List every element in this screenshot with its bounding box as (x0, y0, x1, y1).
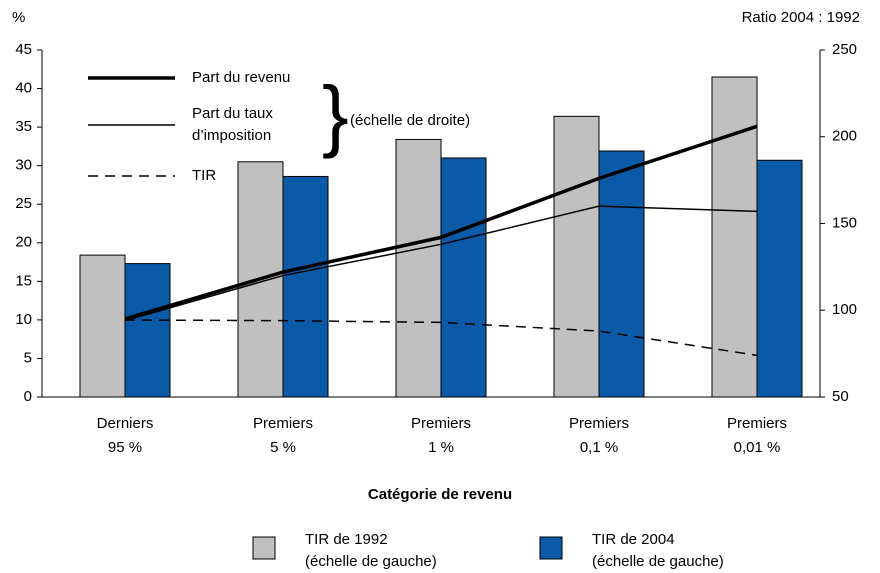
y2-tick-label: 250 (832, 41, 857, 58)
y-tick-label: 15 (15, 272, 32, 289)
bar (79, 254, 126, 398)
y-tick-label: 10 (15, 311, 32, 328)
line-series (124, 205, 758, 322)
brace: } (322, 70, 349, 159)
y-tick-label: 5 (24, 349, 32, 366)
y2-axis-label: Ratio 2004 : 1992 (742, 9, 860, 26)
bar (282, 175, 329, 398)
x-tick-label: 1 % (428, 439, 454, 456)
legend-swatch (539, 536, 563, 560)
bar (124, 263, 171, 398)
line-series (124, 124, 758, 321)
annotation: (échelle de droite) (350, 112, 470, 129)
y-tick-label: 45 (15, 41, 32, 58)
x-tick-label: 95 % (108, 439, 142, 456)
legend-label: TIR de 2004 (592, 531, 675, 548)
y2-tick-label: 50 (832, 388, 849, 405)
x-tick-label: 5 % (270, 439, 296, 456)
bar (440, 157, 487, 398)
legend-swatch (252, 536, 276, 560)
x-tick-label: Premiers (253, 415, 313, 432)
line-series (124, 319, 758, 357)
y2-tick-label: 150 (832, 214, 857, 231)
legend-label: (échelle de gauche) (305, 553, 437, 570)
legend-label: Part du taux (192, 105, 273, 122)
legend-label: TIR de 1992 (305, 531, 388, 548)
legend-label: TIR (192, 167, 216, 184)
bar (756, 159, 803, 398)
y-tick-label: 25 (15, 195, 32, 212)
y2-tick-label: 200 (832, 128, 857, 145)
y-tick-label: 35 (15, 118, 32, 135)
bar (598, 150, 645, 398)
legend-label: d’imposition (192, 127, 271, 144)
x-tick-label: 0,01 % (734, 439, 781, 456)
bar (395, 138, 442, 398)
y2-tick-label: 100 (832, 301, 857, 318)
x-tick-label: Premiers (727, 415, 787, 432)
bar (553, 115, 600, 398)
x-tick-label: Premiers (569, 415, 629, 432)
x-tick-label: Premiers (411, 415, 471, 432)
y-tick-label: 40 (15, 80, 32, 97)
y-tick-label: 20 (15, 234, 32, 251)
x-tick-label: Derniers (97, 415, 154, 432)
legend-label: (échelle de gauche) (592, 553, 724, 570)
x-tick-label: 0,1 % (580, 439, 618, 456)
y-tick-label: 0 (24, 388, 32, 405)
x-axis-title: Catégorie de revenu (368, 486, 512, 503)
legend-label: Part du revenu (192, 69, 290, 86)
y-axis-label: % (12, 9, 25, 26)
y-tick-label: 30 (15, 157, 32, 174)
